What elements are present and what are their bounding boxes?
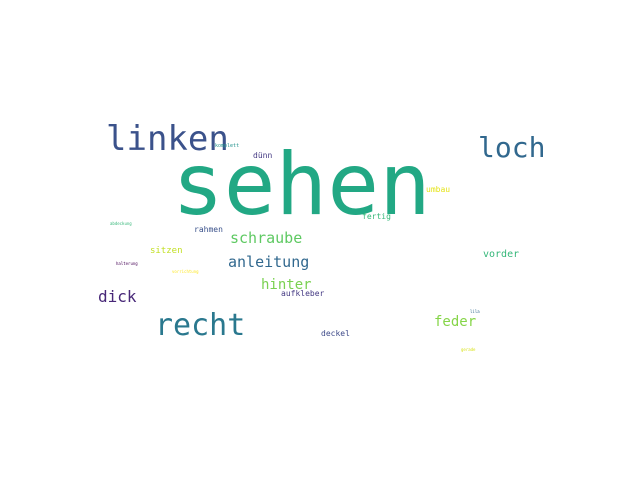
word-abdeckung: abdeckung	[110, 221, 132, 226]
word-recht: recht	[155, 308, 246, 343]
word-sitzen: sitzen	[150, 246, 183, 256]
word-halterung: halterung	[116, 261, 138, 266]
word-umbau: umbau	[426, 185, 451, 194]
word-feder: feder	[434, 314, 477, 330]
word-loch: loch	[478, 131, 546, 164]
word-lila: lila	[470, 309, 480, 314]
word-gerade: gerade	[461, 347, 476, 352]
word-sehen: sehen	[172, 135, 431, 235]
word-vorder: vorder	[483, 249, 520, 260]
word-vorrichtung: vorrichtung	[172, 269, 199, 274]
word-deckel: deckel	[321, 329, 350, 338]
word-anleitung: anleitung	[228, 253, 310, 271]
word-rahmen: rahmen	[194, 225, 223, 234]
word-komplett: komplett	[215, 143, 240, 149]
word-schraube: schraube	[230, 229, 303, 247]
word-fertig: fertig	[362, 212, 391, 221]
word-hinter: hinter	[261, 277, 312, 293]
word-linken: linken	[106, 119, 229, 159]
word-dick: dick	[98, 287, 137, 306]
word-aufkleber: aufkleber	[281, 289, 325, 298]
word-duenn: dünn	[253, 151, 273, 160]
